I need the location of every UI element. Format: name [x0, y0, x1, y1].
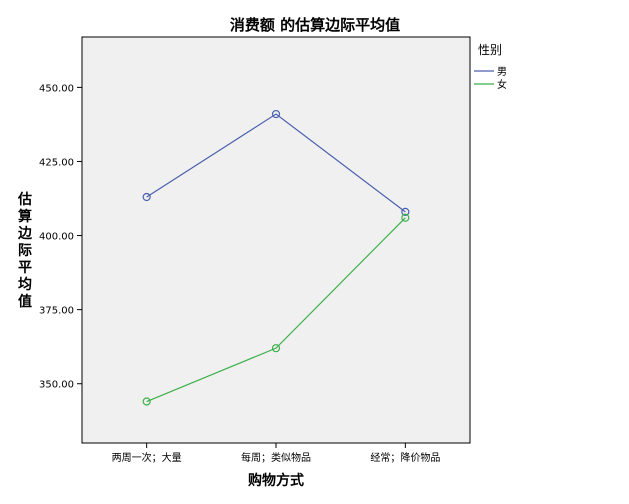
x-axis-title: 购物方式: [248, 472, 304, 489]
y-tick-label: 425.00: [39, 157, 74, 168]
x-axis: 两周一次；大量 每周；类似物品 经常；降价物品: [112, 443, 440, 464]
y-tick-label: 375.00: [39, 306, 74, 317]
y-axis-title: 估算边际平均值: [17, 191, 33, 310]
data-point: [271, 109, 281, 119]
x-tick-label: 每周；类似物品: [241, 451, 311, 464]
plot-area: [81, 36, 471, 444]
series-line-1: [146, 113, 406, 213]
legend: 性别 男女: [474, 43, 507, 91]
data-point: [401, 213, 410, 222]
y-tick-label: 450.00: [39, 83, 74, 94]
legend-title: 性别: [478, 43, 502, 57]
data-point: [142, 397, 151, 406]
x-tick-label: 两周一次；大量: [112, 451, 182, 464]
data-point: [271, 344, 281, 353]
chart-title: 消费额 的估算边际平均值: [230, 16, 400, 34]
y-tick-label: 400.00: [39, 232, 74, 243]
x-tick-label: 经常；降价物品: [370, 451, 440, 464]
series-line-2: [146, 217, 406, 403]
legend-items: 男女: [474, 66, 507, 91]
y-axis: 350.00 375.00 400.00 425.00 450.00: [39, 83, 82, 391]
y-tick-label: 350.00: [39, 380, 74, 391]
data-point: [142, 192, 151, 202]
data-point: [401, 207, 410, 216]
legend-label: 女: [497, 78, 507, 91]
legend-label: 男: [497, 66, 507, 78]
series-group: [142, 109, 410, 406]
